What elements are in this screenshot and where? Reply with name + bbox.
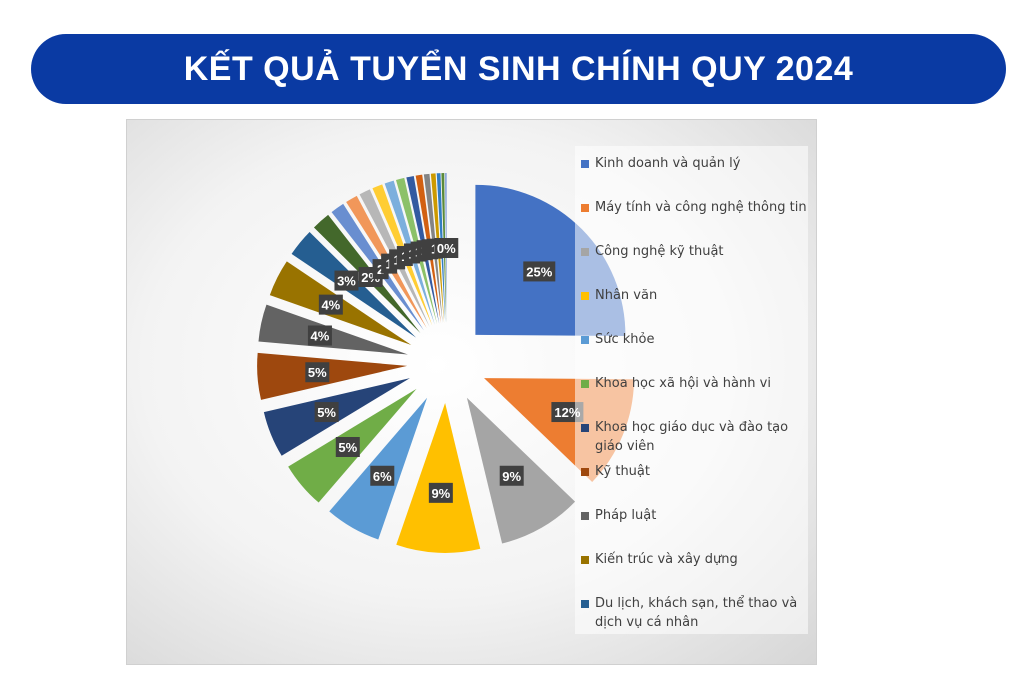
svg-text:4%: 4%	[321, 298, 340, 313]
svg-text:0%: 0%	[437, 241, 456, 256]
legend-swatch	[581, 160, 589, 168]
pie-data-label-25: 0%	[434, 238, 459, 259]
pie-data-label-7: 5%	[314, 402, 339, 423]
page-title: KẾT QUẢ TUYỂN SINH CHÍNH QUY 2024	[183, 49, 854, 88]
svg-text:4%: 4%	[311, 329, 330, 344]
legend-swatch	[581, 380, 589, 388]
chart-panel: 25%12%9%9%6%5%5%5%4%4%3%2%2111111110% Ki…	[126, 119, 817, 665]
svg-text:9%: 9%	[431, 486, 450, 501]
legend-item: Kinh doanh và quản lý	[581, 154, 807, 173]
svg-text:5%: 5%	[338, 440, 357, 455]
svg-text:3%: 3%	[337, 274, 356, 289]
chart-legend: Kinh doanh và quản lý Máy tính và công ng…	[575, 146, 808, 634]
legend-label: Kỹ thuật	[595, 464, 650, 479]
legend-item: Công nghệ kỹ thuật	[581, 242, 807, 261]
legend-swatch	[581, 468, 589, 476]
legend-swatch	[581, 424, 589, 432]
pie-labels: 25%12%9%9%6%5%5%5%4%4%3%2%2111111110%	[305, 238, 584, 503]
svg-text:9%: 9%	[502, 469, 521, 484]
legend-label: Kinh doanh và quản lý	[595, 156, 741, 171]
legend-swatch	[581, 204, 589, 212]
pie-slice-8	[257, 352, 408, 400]
legend-label: Kiến trúc và xây dựng	[595, 552, 738, 567]
legend-swatch	[581, 556, 589, 564]
legend-label: Khoa học xã hội và hành vi	[595, 376, 771, 391]
pie-data-label-6: 5%	[335, 436, 360, 457]
svg-text:6%: 6%	[373, 469, 392, 484]
pie-data-label-4: 9%	[428, 482, 453, 503]
legend-label: Nhân văn	[595, 288, 658, 303]
svg-text:5%: 5%	[308, 365, 327, 380]
legend-label: Du lịch, khách sạn, thể thao và dịch vụ …	[595, 596, 798, 630]
pie-data-label-5: 6%	[370, 465, 395, 486]
legend-item: Khoa học xã hội và hành vi	[581, 374, 807, 393]
legend-item: Sức khỏe	[581, 330, 807, 349]
legend-swatch	[581, 512, 589, 520]
legend-label: Sức khỏe	[595, 332, 655, 347]
pie-slice-9	[258, 304, 408, 355]
legend-item: Kỹ thuật	[581, 462, 807, 481]
svg-text:2: 2	[377, 262, 384, 277]
pie-data-label-1: 25%	[523, 261, 556, 282]
legend-swatch	[581, 336, 589, 344]
pie-data-label-3: 9%	[499, 465, 524, 486]
svg-text:1: 1	[386, 257, 393, 272]
pie-data-label-8: 5%	[305, 362, 330, 383]
pie-slice-4	[396, 402, 481, 553]
svg-text:25%: 25%	[526, 264, 552, 279]
legend-label: Pháp luật	[595, 508, 657, 523]
legend-label: Máy tính và công nghệ thông tin	[595, 200, 807, 215]
legend-label: Công nghệ kỹ thuật	[595, 244, 724, 259]
pie-data-label-10: 4%	[318, 294, 343, 315]
svg-text:5%: 5%	[317, 405, 336, 420]
legend-item: Kiến trúc và xây dựng	[581, 550, 807, 569]
legend-label: Khoa học giáo dục và đào tạo giáo viên	[595, 420, 789, 454]
legend-item: Du lịch, khách sạn, thể thao và dịch vụ …	[581, 594, 807, 632]
legend-swatch	[581, 292, 589, 300]
pie-chart: 25%12%9%9%6%5%5%5%4%4%3%2%2111111110%	[257, 173, 635, 553]
legend-item: Nhân văn	[581, 286, 807, 305]
legend-swatch	[581, 600, 589, 608]
svg-text:12%: 12%	[554, 405, 580, 420]
pie-data-label-11: 3%	[334, 270, 359, 291]
pie-data-label-9: 4%	[307, 325, 332, 346]
legend-item: Khoa học giáo dục và đào tạo giáo viên	[581, 418, 807, 456]
legend-swatch	[581, 248, 589, 256]
legend-item: Pháp luật	[581, 506, 807, 525]
legend-item: Máy tính và công nghệ thông tin	[581, 198, 807, 217]
title-banner: KẾT QUẢ TUYỂN SINH CHÍNH QUY 2024	[31, 34, 1006, 104]
